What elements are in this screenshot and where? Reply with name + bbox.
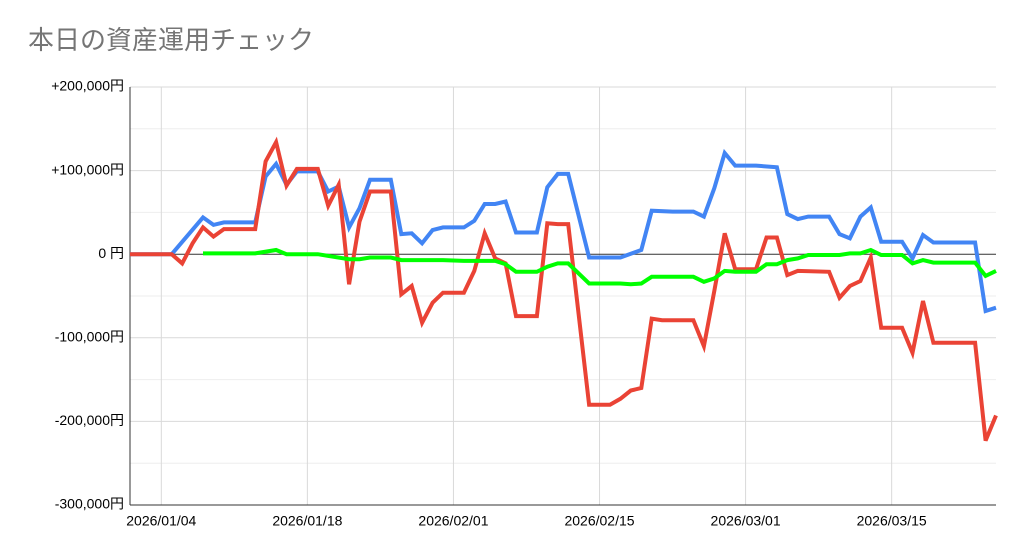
x-tick-label: 2026/03/01 [711, 513, 781, 529]
x-tick-label: 2026/03/15 [857, 513, 927, 529]
y-tick-label: +100,000円 [51, 161, 124, 177]
x-tick-label: 2026/01/18 [272, 513, 342, 529]
y-tick-label: -100,000円 [55, 329, 124, 345]
line-series [203, 247, 997, 287]
line-series [130, 136, 998, 442]
x-tick-label: 2026/02/15 [564, 513, 634, 529]
line-series [130, 148, 997, 314]
y-tick-label: +200,000円 [51, 78, 124, 94]
x-tick-label: 2026/01/04 [126, 513, 196, 529]
x-tick-label: 2026/02/01 [418, 513, 488, 529]
chart-title: 本日の資産運用チェック [28, 25, 314, 55]
y-tick-label: -200,000円 [55, 412, 124, 428]
y-tick-label: 0 円 [98, 245, 124, 261]
y-tick-label: -300,000円 [55, 496, 124, 512]
